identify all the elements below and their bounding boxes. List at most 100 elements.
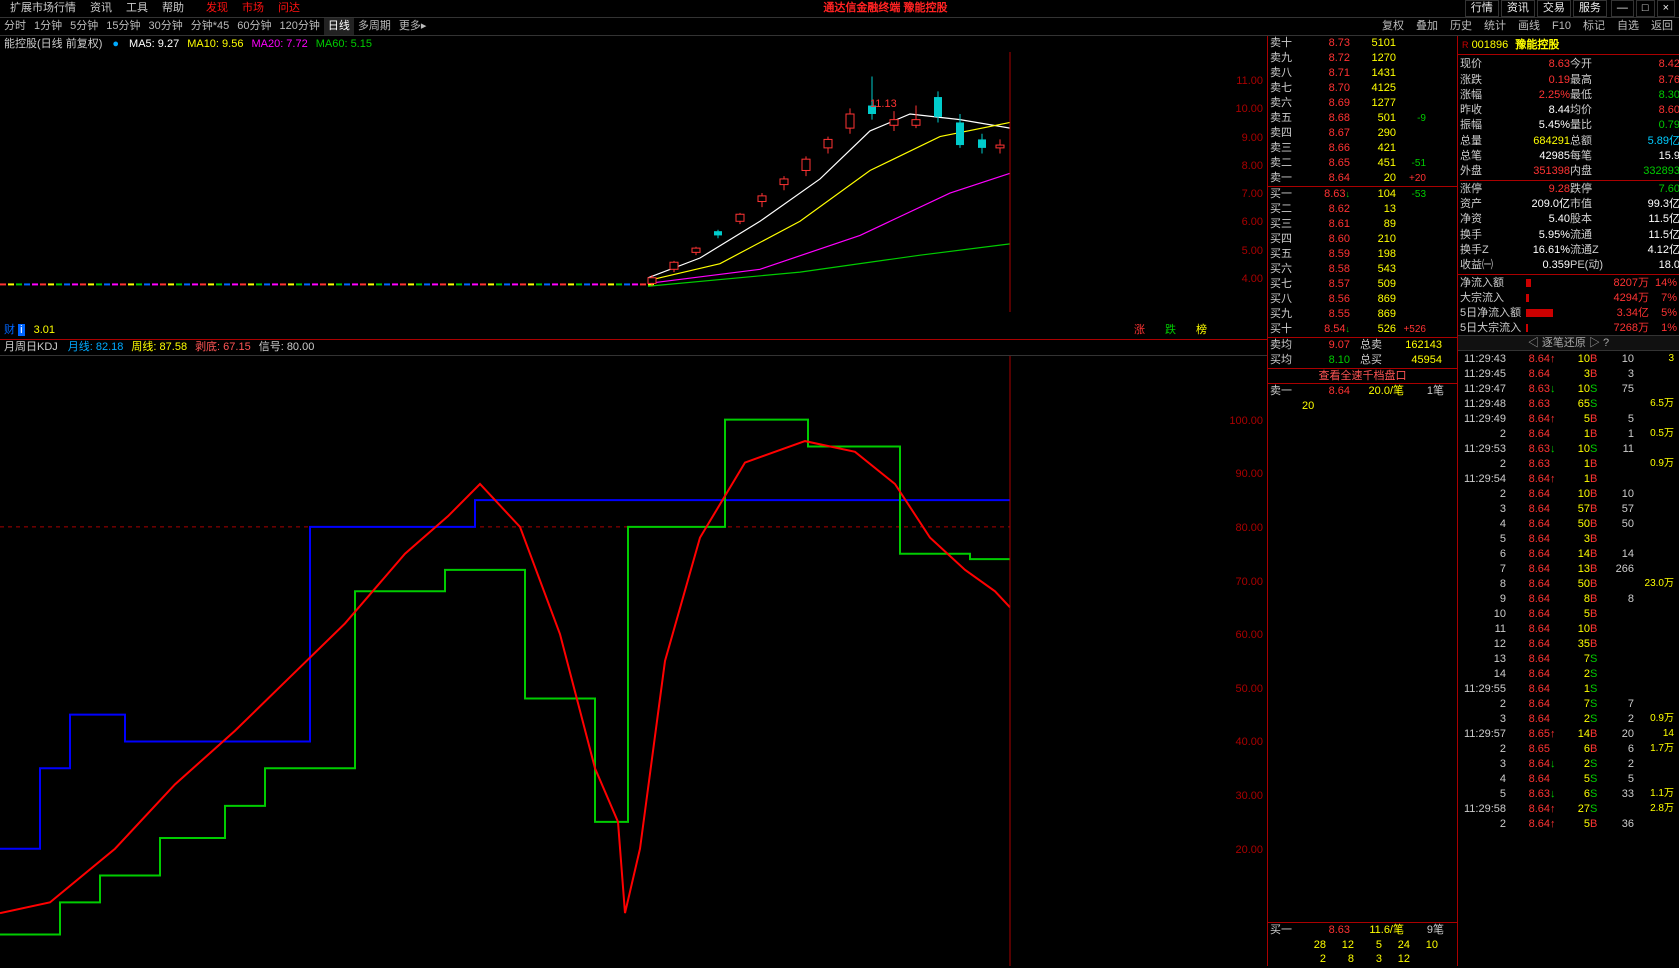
top-button[interactable]: 行情 [1465, 0, 1499, 16]
tick-row: 28.631B0.9万 [1458, 456, 1679, 471]
timeframe-button[interactable]: 分钟*45 [187, 18, 234, 34]
buy1-detail: 买一 8.63 11.6/笔 9笔 [1268, 923, 1457, 938]
order-row: 买二8.6213 [1268, 202, 1457, 217]
tick-row: 28.6410B10 [1458, 486, 1679, 501]
app-title: 通达信金融终端 豫能控股 [306, 1, 1465, 15]
secondary-tab[interactable]: 市场 [236, 0, 270, 16]
flow-row: 5日大宗流入7268万1% [1458, 320, 1679, 335]
orderbook-panel: 卖十8.735101卖九8.721270卖八8.711431卖七8.704125… [1267, 36, 1457, 966]
tick-row: 138.647S [1458, 651, 1679, 666]
secondary-tab[interactable]: 问达 [272, 0, 306, 16]
tick-row: 28.656B61.7万 [1458, 741, 1679, 756]
toolbar-button[interactable]: 标记 [1577, 18, 1611, 34]
order-row: 卖九8.721270 [1268, 51, 1457, 66]
toolbar-button[interactable]: F10 [1546, 18, 1577, 34]
timeframe-button[interactable]: 30分钟 [145, 18, 187, 34]
kdj-chart[interactable]: 100.0090.0080.0070.0060.0050.0040.0030.0… [0, 356, 1267, 966]
money-flow: 净流入额8207万14%大宗流入4294万7%5日净流入额3.34亿5%5日大宗… [1458, 275, 1679, 335]
order-row: 卖二8.65451-51 [1268, 156, 1457, 171]
timeframe-toolbar: 分时1分钟5分钟15分钟30分钟分钟*4560分钟120分钟日线多周期更多▸ 复… [0, 18, 1679, 36]
vol-right-labels: 涨跌榜 [1134, 323, 1207, 337]
svg-text:11.13: 11.13 [870, 98, 897, 110]
order-row: 卖一8.6420+20 [1268, 171, 1457, 186]
flow-row: 5日净流入额3.34亿5% [1458, 305, 1679, 320]
flow-row: 大宗流入4294万7% [1458, 290, 1679, 305]
stock-header: R 001896 豫能控股 [1458, 36, 1679, 54]
quote-panel: R 001896 豫能控股 现价8.63今开8.42涨跌0.19最高8.76涨幅… [1457, 36, 1679, 966]
secondary-tabs: 发现市场问达 [196, 0, 306, 16]
order-row: 买七8.57509 [1268, 277, 1457, 292]
tick-row: 38.642S20.9万 [1458, 711, 1679, 726]
timeframe-button[interactable]: 120分钟 [276, 18, 324, 34]
timeframe-button[interactable]: 分时 [0, 18, 30, 34]
menu-item[interactable]: 扩展市场行情 [4, 0, 82, 16]
toolbar-button[interactable]: 返回 [1645, 18, 1679, 34]
menu-item[interactable]: 资讯 [84, 0, 118, 16]
secondary-tab[interactable]: 发现 [200, 0, 234, 16]
full-depth-button[interactable]: 查看全速千档盘口 [1268, 368, 1457, 384]
order-row: 买九8.55869 [1268, 307, 1457, 322]
order-row: 卖四8.67290 [1268, 126, 1457, 141]
tick-row: 38.64↓2S2 [1458, 756, 1679, 771]
top-right-buttons: 行情资讯交易服务 [1465, 0, 1611, 16]
order-row: 卖六8.691277 [1268, 96, 1457, 111]
timeframe-button[interactable]: 更多▸ [395, 18, 431, 34]
timeframe-button[interactable]: 多周期 [354, 18, 395, 34]
toolbar-button[interactable]: 自选 [1611, 18, 1645, 34]
timeframe-button[interactable]: 日线 [324, 18, 354, 34]
tick-row: 11:29:558.641S [1458, 681, 1679, 696]
tick-row: 98.648B8 [1458, 591, 1679, 606]
window-controls: — □ × [1611, 0, 1679, 16]
top-menubar: 扩展市场行情资讯工具帮助 发现市场问达 通达信金融终端 豫能控股 行情资讯交易服… [0, 0, 1679, 18]
tick-row: 11:29:548.64↑1B [1458, 471, 1679, 486]
top-button[interactable]: 交易 [1537, 0, 1571, 16]
chart-area: 能控股(日线 前复权) ● MA5: 9.27MA10: 9.56MA20: 7… [0, 36, 1267, 966]
order-row: 买三8.6189 [1268, 217, 1457, 232]
toolbar-button[interactable]: 叠加 [1410, 18, 1444, 34]
menu-item[interactable]: 工具 [120, 0, 154, 16]
chart-subtitle: 能控股(日线 前复权) [4, 37, 102, 51]
toolbar-button[interactable]: 复权 [1376, 18, 1410, 34]
vol-label: 财 i 3.01 [4, 323, 55, 337]
menu-item[interactable]: 帮助 [156, 0, 190, 16]
flow-row: 净流入额8207万14% [1458, 275, 1679, 290]
order-row: 买八8.56869 [1268, 292, 1457, 307]
tick-row: 28.64↑5B36 [1458, 816, 1679, 831]
tick-header[interactable]: ◁ 逐笔还原 ▷ ? [1458, 335, 1679, 351]
quote-grid: 现价8.63今开8.42涨跌0.19最高8.76涨幅2.25%最低8.30昨收8… [1458, 55, 1679, 274]
order-row: 买五8.59198 [1268, 247, 1457, 262]
top-button[interactable]: 服务 [1573, 0, 1607, 16]
tick-row: 108.645B [1458, 606, 1679, 621]
tick-list: 11:29:438.64↑10B10311:29:458.643B311:29:… [1458, 351, 1679, 966]
sell-avg-row: 卖均 9.07 总卖 162143 [1268, 338, 1457, 353]
tick-row: 11:29:578.65↑14B2014 [1458, 726, 1679, 741]
close-button[interactable]: × [1657, 0, 1675, 16]
tick-row: 48.645S5 [1458, 771, 1679, 786]
timeframe-button[interactable]: 15分钟 [102, 18, 144, 34]
timeframe-button[interactable]: 60分钟 [233, 18, 275, 34]
chart-title-line: 能控股(日线 前复权) ● MA5: 9.27MA10: 9.56MA20: 7… [0, 36, 1267, 52]
order-row: 卖七8.704125 [1268, 81, 1457, 96]
minimize-button[interactable]: — [1611, 0, 1634, 16]
order-row: 买六8.58543 [1268, 262, 1457, 277]
sell1-detail: 卖一 8.64 20.0/笔 1笔 [1268, 384, 1457, 399]
tick-row: 28.647S7 [1458, 696, 1679, 711]
tick-row: 128.6435B [1458, 636, 1679, 651]
toolbar-button[interactable]: 画线 [1512, 18, 1546, 34]
tick-row: 118.6410B [1458, 621, 1679, 636]
tick-row: 28.641B10.5万 [1458, 426, 1679, 441]
timeframe-button[interactable]: 5分钟 [66, 18, 102, 34]
tick-row: 38.6457B57 [1458, 501, 1679, 516]
toolbar-button[interactable]: 统计 [1478, 18, 1512, 34]
tick-row: 11:29:438.64↑10B103 [1458, 351, 1679, 366]
maximize-button[interactable]: □ [1636, 0, 1655, 16]
order-row: 卖十8.735101 [1268, 36, 1457, 51]
tick-row: 68.6414B14 [1458, 546, 1679, 561]
toolbar-button[interactable]: 历史 [1444, 18, 1478, 34]
timeframe-button[interactable]: 1分钟 [30, 18, 66, 34]
tick-row: 11:29:478.63↓10S75 [1458, 381, 1679, 396]
top-button[interactable]: 资讯 [1501, 0, 1535, 16]
price-chart[interactable]: 11.13 11.0010.009.008.007.006.005.004.00… [0, 52, 1267, 340]
tick-row: 48.6450B50 [1458, 516, 1679, 531]
order-row: 卖八8.711431 [1268, 66, 1457, 81]
